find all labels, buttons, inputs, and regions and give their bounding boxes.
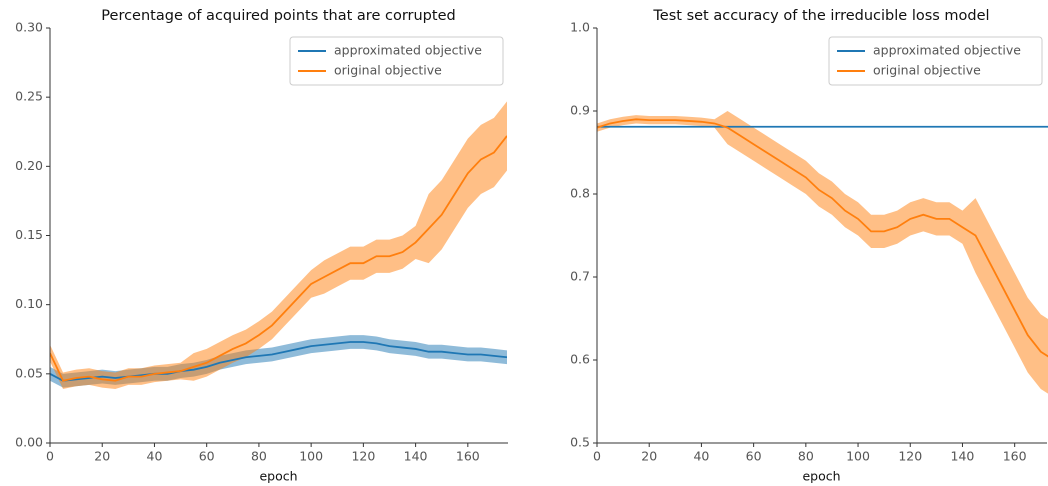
y-tick-label: 0.5	[570, 435, 590, 450]
x-tick-label: 20	[641, 449, 657, 464]
chart-title: Test set accuracy of the irreducible los…	[652, 8, 989, 24]
y-tick-label: 0.25	[15, 89, 43, 104]
confidence-band	[50, 101, 507, 390]
x-tick-label: 80	[251, 449, 267, 464]
y-tick-label: 0.20	[15, 158, 43, 173]
x-tick-label: 100	[299, 449, 323, 464]
confidence-band	[597, 111, 1048, 394]
legend-label: original objective	[873, 63, 981, 78]
x-axis-label: epoch	[259, 469, 297, 484]
y-tick-label: 0.15	[15, 227, 43, 242]
y-tick-label: 0.10	[15, 296, 43, 311]
line	[50, 135, 507, 382]
legend-label: original objective	[334, 63, 442, 78]
y-tick-label: 0.30	[15, 20, 43, 35]
x-tick-label: 160	[1003, 449, 1027, 464]
y-tick-label: 0.9	[570, 103, 590, 118]
x-tick-label: 0	[593, 449, 601, 464]
x-tick-label: 60	[199, 449, 215, 464]
x-tick-label: 100	[846, 449, 870, 464]
legend-label: approximated objective	[873, 43, 1021, 58]
x-tick-label: 140	[951, 449, 975, 464]
x-tick-label: 160	[456, 449, 480, 464]
y-tick-label: 0.6	[570, 352, 590, 367]
x-tick-label: 40	[147, 449, 163, 464]
y-tick-label: 0.7	[570, 269, 590, 284]
legend-box	[289, 36, 504, 86]
x-tick-label: 140	[404, 449, 428, 464]
y-tick-label: 0.05	[15, 365, 43, 380]
x-tick-label: 20	[94, 449, 110, 464]
line	[597, 118, 1048, 358]
x-axis-label: epoch	[802, 469, 840, 484]
x-tick-label: 120	[898, 449, 922, 464]
x-tick-label: 0	[46, 449, 54, 464]
chart-title: Percentage of acquired points that are c…	[101, 8, 455, 24]
x-tick-label: 40	[693, 449, 709, 464]
y-tick-label: 0.00	[15, 435, 43, 450]
legend-label: approximated objective	[334, 43, 482, 58]
x-tick-label: 60	[746, 449, 762, 464]
x-tick-label: 80	[798, 449, 814, 464]
y-tick-label: 0.8	[570, 186, 590, 201]
plot-area	[50, 101, 507, 390]
plot-area	[597, 111, 1048, 394]
legend-box	[828, 36, 1043, 86]
x-tick-label: 120	[351, 449, 375, 464]
y-tick-label: 1.0	[570, 20, 590, 35]
